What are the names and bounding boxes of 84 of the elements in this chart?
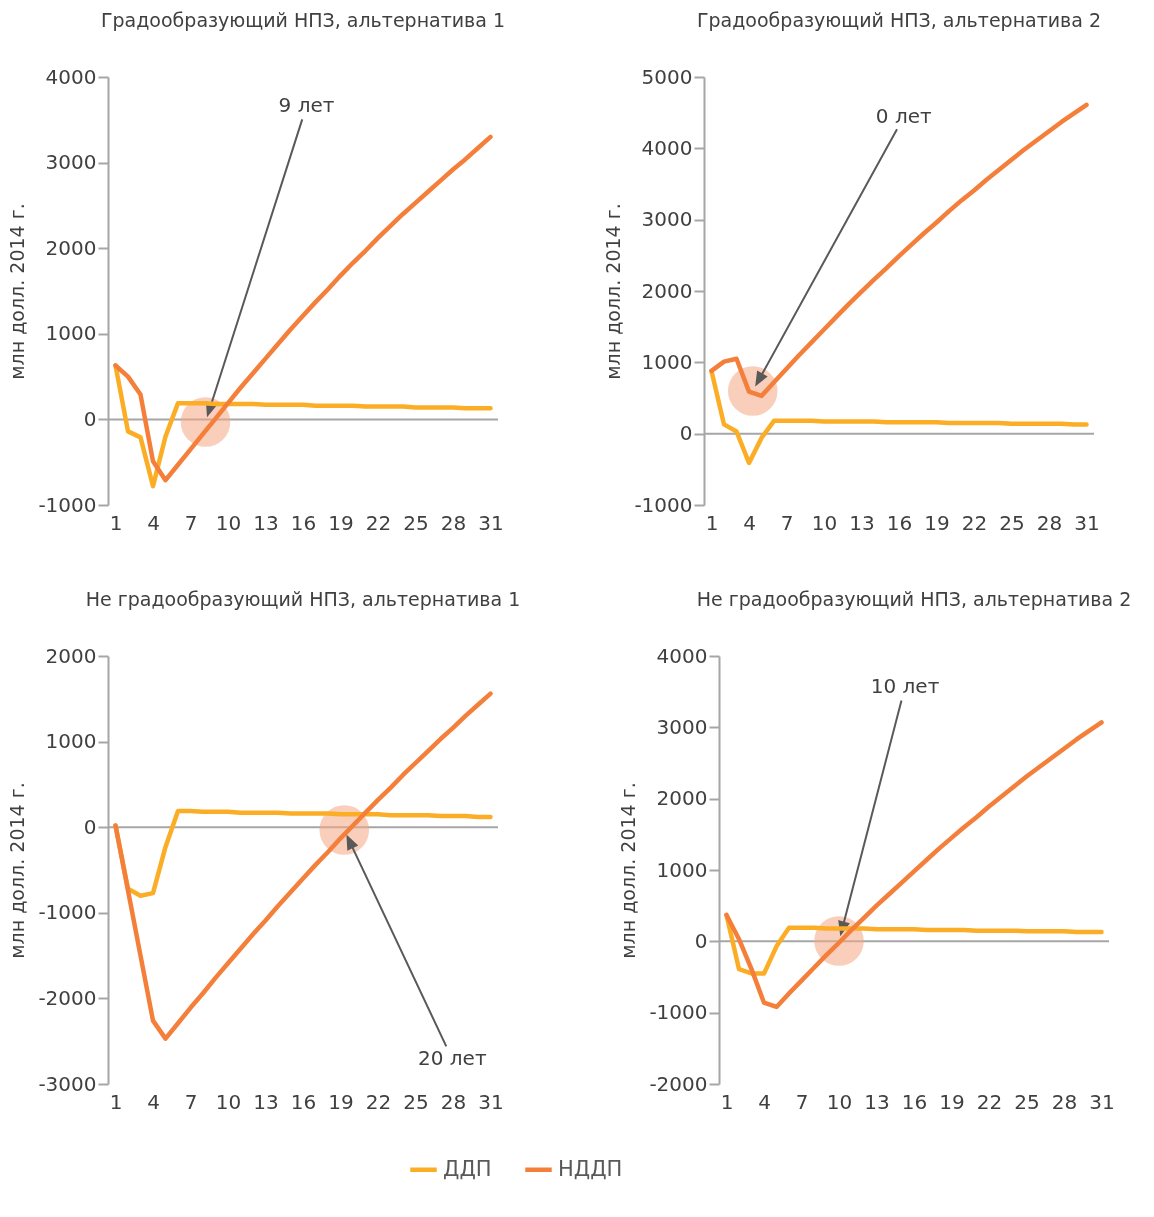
chart-title: Градообразующий НПЗ, альтернатива 1 <box>100 9 506 31</box>
x-tick-label: 16 <box>901 1089 928 1114</box>
y-axis-title: млн долл. 2014 г. <box>6 203 29 380</box>
x-tick-label: 31 <box>478 1089 504 1114</box>
y-tick-label: -1000 <box>649 1000 708 1025</box>
x-tick-label: 13 <box>253 510 279 535</box>
y-tick-label: 0 <box>83 406 97 431</box>
chart-title: Не градообразующий НПЗ, альтернатива 2 <box>696 588 1132 610</box>
y-axis-title: млн долл. 2014 г. <box>602 203 625 380</box>
x-tick-label: 16 <box>886 510 913 535</box>
y-axis-title: млн долл. 2014 г. <box>6 782 29 959</box>
chart-title: Не градообразующий НПЗ, альтернатива 1 <box>85 588 521 610</box>
annotation: 10 лет <box>870 674 940 698</box>
y-tick-label: 1000 <box>45 729 97 754</box>
x-tick-label: 1 <box>109 1089 123 1114</box>
y-tick-label: 4000 <box>656 643 708 668</box>
x-tick-label: 19 <box>939 1089 965 1114</box>
y-tick-label: 2000 <box>45 643 97 668</box>
x-tick-label: 4 <box>743 510 756 535</box>
x-tick-label: 16 <box>290 510 317 535</box>
y-tick-label: -1000 <box>634 492 693 517</box>
x-tick-label: 1 <box>109 510 123 535</box>
legend-label: ДДП <box>443 1156 492 1181</box>
x-tick-label: 22 <box>365 510 392 535</box>
y-tick-label: 2000 <box>656 786 708 811</box>
x-tick-label: 28 <box>440 1089 467 1114</box>
y-tick-label: 5000 <box>641 64 693 89</box>
x-tick-label: 7 <box>184 510 198 535</box>
y-tick-label: -2000 <box>649 1071 708 1096</box>
x-tick-label: 28 <box>440 510 467 535</box>
annotation: 9 лет <box>278 93 335 117</box>
x-tick-label: 4 <box>758 1089 771 1114</box>
x-tick-label: 31 <box>1089 1089 1115 1114</box>
x-tick-label: 4 <box>147 510 160 535</box>
x-tick-label: 1 <box>705 510 719 535</box>
x-tick-label: 22 <box>976 1089 1003 1114</box>
y-tick-label: -1000 <box>38 492 97 517</box>
x-tick-label: 1 <box>720 1089 734 1114</box>
y-tick-label: 0 <box>679 421 693 446</box>
y-tick-label: 4000 <box>641 135 693 160</box>
x-tick-label: 31 <box>1074 510 1100 535</box>
y-tick-label: 2000 <box>641 278 693 303</box>
x-tick-label: 28 <box>1036 510 1063 535</box>
x-tick-label: 13 <box>849 510 875 535</box>
x-tick-label: 16 <box>290 1089 317 1114</box>
x-tick-label: 10 <box>215 510 242 535</box>
annotation: 0 лет <box>875 104 933 128</box>
x-tick-label: 25 <box>1014 1089 1040 1114</box>
x-tick-label: 25 <box>403 510 429 535</box>
y-tick-label: 0 <box>83 814 97 839</box>
x-tick-label: 10 <box>826 1089 853 1114</box>
x-tick-label: 22 <box>365 1089 392 1114</box>
x-tick-label: 7 <box>795 1089 809 1114</box>
y-tick-label: -3000 <box>38 1071 97 1096</box>
x-tick-label: 10 <box>811 510 838 535</box>
y-tick-label: 3000 <box>656 714 708 739</box>
x-tick-label: 19 <box>328 510 354 535</box>
y-tick-label: -2000 <box>38 985 97 1010</box>
chart-title: Градообразующий НПЗ, альтернатива 2 <box>696 9 1102 31</box>
x-tick-label: 31 <box>478 510 504 535</box>
x-tick-label: 7 <box>184 1089 198 1114</box>
y-tick-label: 3000 <box>641 207 693 232</box>
x-tick-label: 19 <box>328 1089 354 1114</box>
x-tick-label: 13 <box>253 1089 279 1114</box>
x-tick-label: 13 <box>864 1089 890 1114</box>
x-tick-label: 28 <box>1051 1089 1078 1114</box>
y-tick-label: 1000 <box>656 857 708 882</box>
y-tick-label: 0 <box>694 928 708 953</box>
y-tick-label: -1000 <box>38 900 97 925</box>
x-tick-label: 22 <box>961 510 988 535</box>
y-tick-label: 1000 <box>45 321 97 346</box>
x-tick-label: 7 <box>780 510 794 535</box>
y-tick-label: 3000 <box>45 150 97 175</box>
x-tick-label: 25 <box>999 510 1025 535</box>
legend-label: НДДП <box>558 1156 623 1181</box>
x-tick-label: 10 <box>215 1089 242 1114</box>
y-tick-label: 2000 <box>45 235 97 260</box>
y-tick-label: 4000 <box>45 64 97 89</box>
annotation: 20 лет <box>417 1046 487 1070</box>
x-tick-label: 19 <box>924 510 950 535</box>
y-tick-label: 1000 <box>641 349 693 374</box>
x-tick-label: 25 <box>403 1089 429 1114</box>
x-tick-label: 4 <box>147 1089 160 1114</box>
y-axis-title: млн долл. 2014 г. <box>617 782 640 959</box>
